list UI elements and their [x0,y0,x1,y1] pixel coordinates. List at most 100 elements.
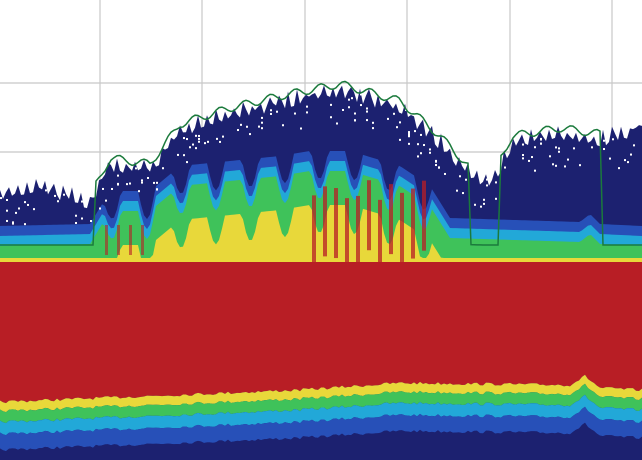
lower-band [0,374,642,413]
hot-stripe [411,188,415,259]
speckle [282,124,284,127]
speckle [306,105,308,108]
speckle [495,181,497,184]
speckle [555,146,557,149]
speckle [156,181,158,184]
speckle [417,155,419,158]
speckle [117,174,119,177]
speckle [189,146,191,149]
speckle [531,156,533,159]
speckle [45,189,47,192]
speckle [396,126,398,129]
hot-stripe [129,225,132,255]
hot-stripe [389,184,393,255]
speckle [486,178,488,181]
speckle [237,129,239,132]
speckle [195,134,197,137]
speckle [300,127,302,130]
hot-stripe [422,180,426,251]
speckle [141,179,143,182]
speckle [24,201,26,204]
speckle [270,109,272,112]
hot-stripe [378,199,382,270]
speckle [249,133,251,136]
speckle [387,117,389,120]
speckle [558,150,560,153]
speckle [156,188,158,191]
speckle [504,166,506,169]
speckle [15,211,17,214]
speckle [444,172,446,175]
speckle [6,209,8,212]
speckle [399,138,401,141]
speckle [366,119,368,122]
hot-stripe [312,195,316,266]
speckle [129,182,131,185]
speckle [105,199,107,202]
speckle [219,140,221,143]
hot-stripe [356,195,360,266]
speckle [465,178,467,181]
speckle [198,137,200,140]
speckle [135,167,137,170]
speckle [564,165,566,168]
speckle [483,198,485,201]
lower-band [0,406,642,452]
speckle [408,133,410,136]
speckle [90,220,92,223]
speckle [351,97,353,100]
speckle [435,164,437,167]
speckle [81,217,83,220]
hot-stripe [400,192,404,263]
speckle [456,189,458,192]
speckle [612,138,614,141]
speckle [627,161,629,164]
speckle [393,112,395,115]
speckle [624,159,626,162]
speckle [360,93,362,96]
speckle [459,175,461,178]
speckle [153,181,155,184]
speckle [186,138,188,141]
speckle [366,110,368,113]
speckle [555,164,557,167]
speckle [33,208,35,211]
speckle [603,148,605,151]
speckle [192,143,194,146]
speckle [417,143,419,146]
speckle [435,159,437,162]
speckle [330,103,332,106]
speckle [276,110,278,113]
speckle [306,111,308,114]
speckle [27,203,29,206]
speckle [528,159,530,162]
speckle [549,155,551,158]
speckle [111,187,113,190]
speckle [366,107,368,110]
speckle [522,157,524,160]
speckle [204,142,206,145]
speckle [141,181,143,184]
lower-band [0,422,642,460]
speckle [336,122,338,125]
hot-stripe [323,186,327,257]
speckle [462,192,464,195]
speckle [12,222,14,225]
speckle [423,144,425,147]
speckle [207,140,209,143]
speckle [603,139,605,142]
speckle [630,153,632,156]
hot-stripe [367,180,371,251]
speckle [102,187,104,190]
speckle [579,164,581,167]
speckle [372,121,374,124]
speckle [408,142,410,145]
speckle [246,125,248,128]
speckle [24,223,26,226]
speckle [63,193,65,196]
speckle [414,130,416,133]
speckle [372,127,374,130]
speckle [480,205,482,208]
speckle [420,133,422,136]
